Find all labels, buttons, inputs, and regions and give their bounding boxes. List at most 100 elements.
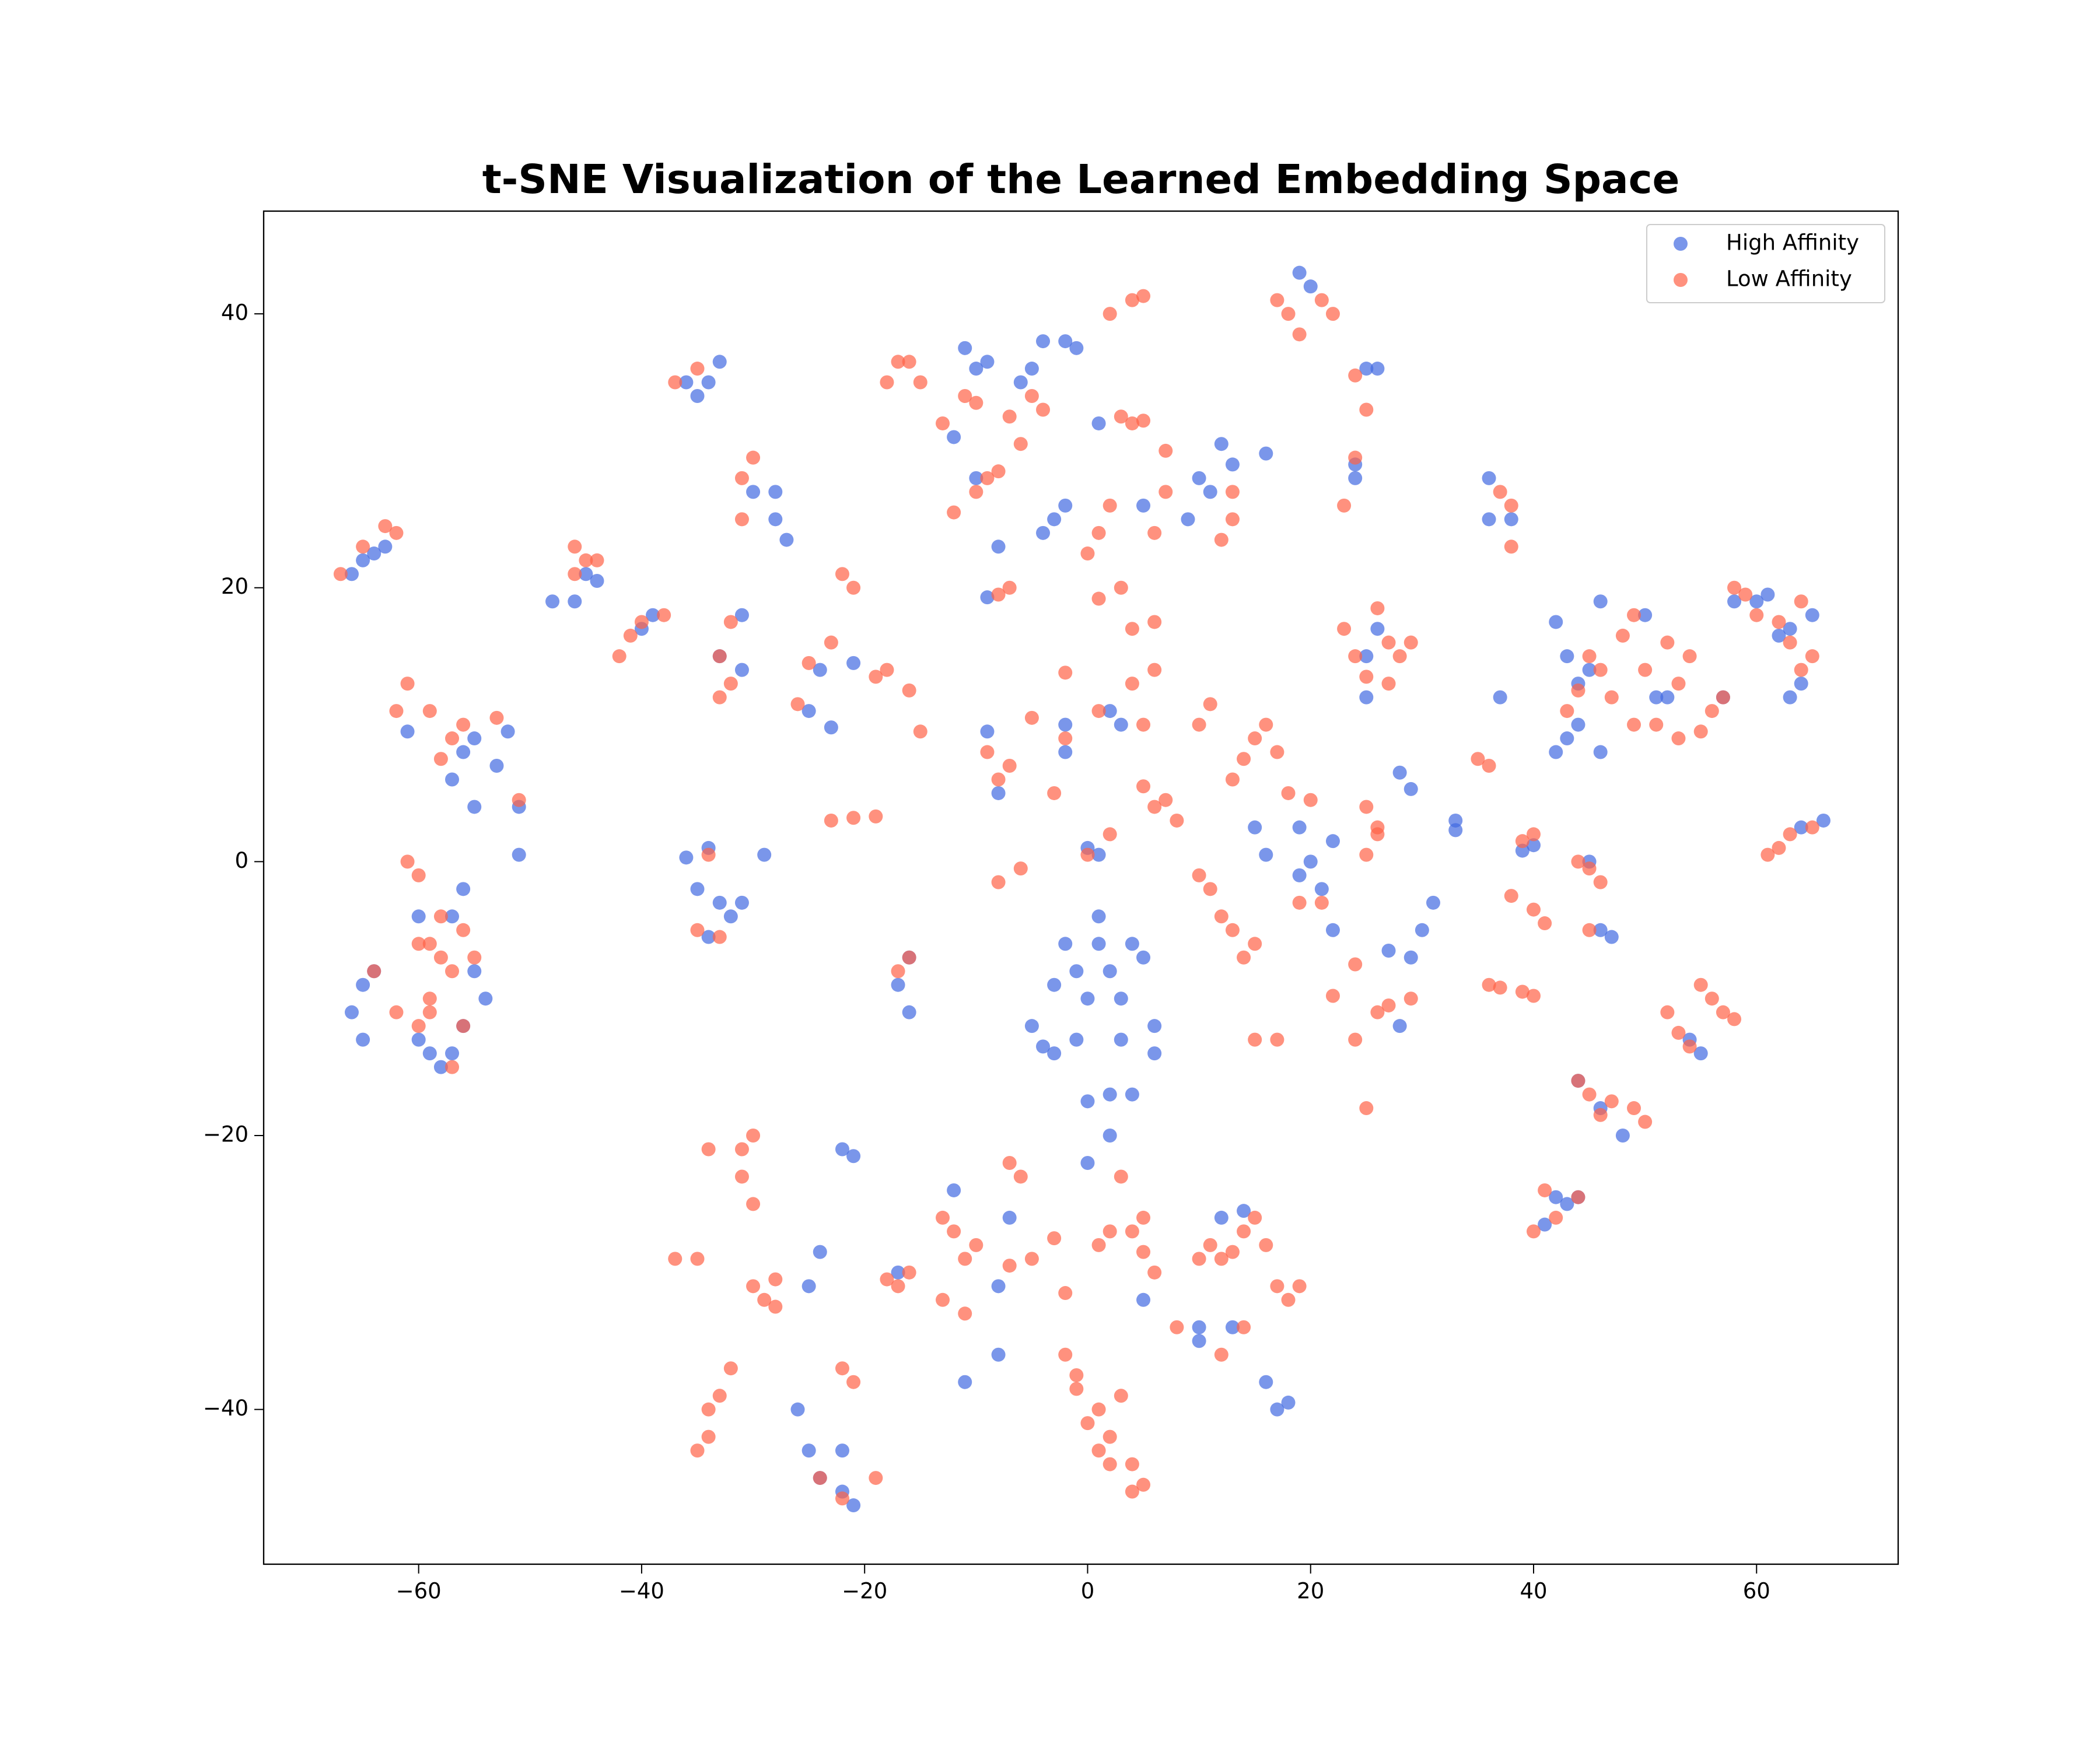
scatter-point xyxy=(1649,690,1664,705)
scatter-point xyxy=(913,724,928,739)
scatter-point xyxy=(1292,1279,1307,1294)
scatter-point xyxy=(712,930,727,944)
scatter-point xyxy=(802,656,816,670)
scatter-point xyxy=(1091,1238,1106,1252)
scatter-point xyxy=(411,937,426,951)
scatter-point xyxy=(1738,587,1753,602)
scatter-point xyxy=(1816,813,1831,828)
scatter-point xyxy=(1091,909,1106,924)
scatter-point xyxy=(422,937,437,951)
scatter-point xyxy=(646,608,660,622)
scatter-point xyxy=(1281,307,1296,321)
scatter-point xyxy=(1593,875,1608,889)
scatter-point xyxy=(1125,937,1139,951)
scatter-point xyxy=(1772,840,1786,855)
scatter-point xyxy=(1515,984,1530,999)
scatter-point xyxy=(1660,690,1675,705)
scatter-point xyxy=(1170,813,1184,828)
scatter-point xyxy=(333,567,348,581)
scatter-point xyxy=(590,574,604,588)
legend-marker xyxy=(1674,273,1688,287)
scatter-point xyxy=(489,759,504,773)
scatter-point xyxy=(1404,782,1418,796)
scatter-point xyxy=(734,512,749,527)
scatter-point xyxy=(1058,731,1073,746)
scatter-point xyxy=(1660,635,1675,650)
scatter-point xyxy=(813,1245,827,1259)
scatter-point xyxy=(1794,677,1808,691)
scatter-point xyxy=(1136,950,1151,965)
scatter-point xyxy=(1002,580,1017,595)
scatter-point xyxy=(991,1347,1006,1362)
scatter-point xyxy=(445,1060,460,1074)
scatter-point xyxy=(400,854,415,869)
scatter-point xyxy=(835,1491,849,1506)
scatter-point xyxy=(1693,724,1708,739)
scatter-point xyxy=(1024,362,1039,376)
scatter-point xyxy=(880,375,894,390)
scatter-point xyxy=(1370,601,1385,615)
scatter-point xyxy=(1515,834,1530,849)
scatter-point xyxy=(422,991,437,1006)
scatter-point xyxy=(1248,1210,1262,1225)
scatter-point xyxy=(1560,1197,1574,1211)
scatter-point xyxy=(1359,1101,1374,1116)
scatter-point xyxy=(734,663,749,677)
scatter-point xyxy=(1102,704,1117,719)
scatter-point xyxy=(1181,512,1195,527)
legend: High Affinity Low Affinity xyxy=(1646,224,1885,303)
scatter-point xyxy=(991,772,1006,787)
scatter-point xyxy=(1504,539,1518,554)
scatter-point xyxy=(980,745,995,759)
scatter-point xyxy=(1370,820,1385,835)
scatter-point xyxy=(1091,591,1106,606)
scatter-point xyxy=(1091,1402,1106,1417)
scatter-point xyxy=(1136,498,1151,513)
scatter-point xyxy=(880,1272,894,1287)
scatter-point xyxy=(433,950,448,965)
scatter-point xyxy=(579,567,593,581)
scatter-point xyxy=(1538,1183,1552,1197)
scatter-point xyxy=(1682,649,1697,664)
scatter-point xyxy=(1303,793,1318,807)
scatter-point xyxy=(746,450,761,465)
scatter-point xyxy=(1024,1019,1039,1033)
scatter-point xyxy=(1693,1046,1708,1061)
scatter-point xyxy=(1359,670,1374,684)
scatter-point xyxy=(1392,649,1407,664)
scatter-point xyxy=(1448,823,1463,838)
scatter-point xyxy=(1069,964,1084,979)
scatter-point xyxy=(445,731,460,746)
scatter-point xyxy=(1682,1039,1697,1054)
scatter-point xyxy=(1270,1402,1284,1417)
scatter-point xyxy=(1270,1032,1284,1047)
scatter-point xyxy=(1325,307,1340,321)
scatter-point xyxy=(1248,937,1262,951)
x-tick-label: 20 xyxy=(1297,1579,1324,1604)
scatter-point xyxy=(1214,1210,1228,1225)
scatter-point xyxy=(1805,820,1819,835)
scatter-point xyxy=(1538,916,1552,931)
scatter-point xyxy=(1314,882,1329,896)
scatter-point xyxy=(1125,293,1139,307)
scatter-point xyxy=(456,923,471,937)
scatter-point xyxy=(1114,1169,1128,1184)
scatter-point xyxy=(1348,649,1363,664)
scatter-point xyxy=(1214,1252,1228,1266)
scatter-point xyxy=(367,546,382,561)
scatter-point xyxy=(411,868,426,882)
scatter-point xyxy=(1058,717,1073,732)
scatter-point xyxy=(1237,1320,1251,1334)
scatter-point xyxy=(1248,1032,1262,1047)
scatter-point xyxy=(356,977,370,992)
scatter-point xyxy=(1638,608,1653,622)
scatter-point xyxy=(1448,813,1463,828)
legend-label: High Affinity xyxy=(1726,230,1859,255)
scatter-point xyxy=(389,1005,404,1019)
scatter-point xyxy=(1136,1210,1151,1225)
scatter-point xyxy=(1593,1108,1608,1122)
scatter-point xyxy=(1627,1101,1642,1116)
scatter-point xyxy=(1359,402,1374,417)
scatter-point xyxy=(1704,991,1719,1006)
scatter-point xyxy=(1348,471,1363,485)
